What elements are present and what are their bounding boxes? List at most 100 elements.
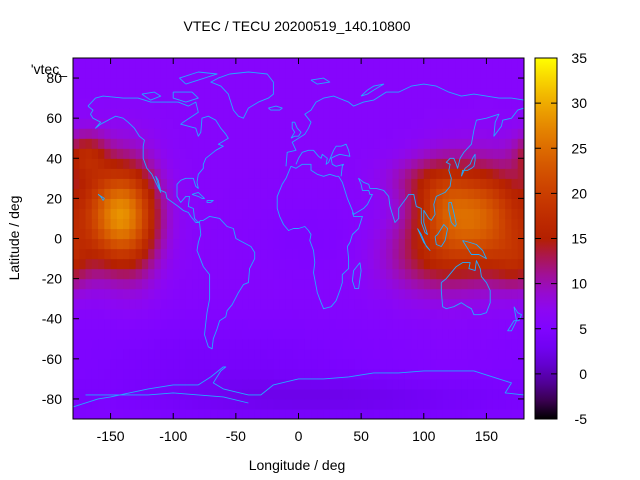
heatmap-cell [248, 398, 256, 410]
heatmap-cell [192, 158, 199, 169]
heatmap-cell [317, 408, 325, 419]
heatmap-cell [480, 238, 488, 250]
heatmap-cell [292, 58, 300, 69]
heatmap-cell [336, 358, 343, 370]
heatmap-cell [442, 158, 450, 169]
coastline [310, 77, 331, 85]
heatmap-cell [348, 408, 356, 419]
heatmap-cell [348, 318, 356, 330]
heatmap-cell [461, 258, 469, 270]
heatmap-cell [361, 398, 369, 410]
heatmap-cell [342, 208, 350, 220]
heatmap-cell [260, 148, 268, 159]
heatmap-cell [505, 168, 513, 179]
heatmap-cell [455, 108, 462, 119]
heatmap-cell [373, 228, 381, 240]
heatmap-cell [292, 278, 300, 290]
heatmap-cell [480, 248, 488, 260]
heatmap-cell [392, 228, 400, 240]
heatmap-cell [73, 138, 80, 149]
heatmap-cell [361, 258, 369, 270]
heatmap-cell [455, 408, 462, 419]
heatmap-cell [129, 78, 137, 89]
heatmap-cell [260, 398, 268, 410]
heatmap-cell [292, 68, 300, 79]
heatmap-cell [223, 378, 231, 390]
heatmap-cell [329, 238, 337, 250]
heatmap-cell [430, 188, 437, 199]
heatmap-cell [480, 88, 488, 99]
heatmap-cell [223, 268, 231, 280]
heatmap-cell [404, 298, 412, 310]
heatmap-cell [267, 98, 275, 109]
heatmap-cell [492, 198, 500, 210]
heatmap-cell [461, 58, 469, 69]
heatmap-cell [279, 298, 287, 310]
heatmap-cell [110, 398, 118, 410]
heatmap-cell [73, 178, 80, 189]
heatmap-cell [85, 228, 93, 240]
heatmap-cell [354, 248, 362, 260]
heatmap-cell [79, 78, 87, 89]
heatmap-cell [361, 138, 369, 149]
heatmap-cell [486, 248, 494, 260]
heatmap-cell [123, 398, 130, 410]
heatmap-cell [311, 88, 318, 99]
heatmap-cell [135, 88, 143, 99]
coastlines [73, 71, 524, 408]
heatmap-cell [166, 128, 174, 139]
heatmap-cell [85, 378, 93, 390]
heatmap-cell [285, 228, 293, 240]
x-tick-label: 50 [353, 428, 369, 444]
heatmap-cell [517, 78, 524, 89]
heatmap-cell [104, 268, 112, 280]
heatmap-cell [461, 298, 469, 310]
heatmap-cell [166, 258, 174, 270]
heatmap-cell [317, 108, 325, 119]
heatmap-cell [367, 308, 375, 320]
heatmap-cell [354, 348, 362, 360]
heatmap-cell [448, 98, 456, 109]
heatmap-cell [367, 248, 375, 260]
heatmap-cell [467, 218, 475, 230]
heatmap-cell [448, 128, 456, 139]
heatmap-cell [342, 258, 350, 270]
heatmap-cell [517, 148, 524, 159]
heatmap-cell [517, 278, 524, 290]
heatmap-cell [154, 398, 162, 410]
heatmap-cell [192, 378, 199, 390]
heatmap-cell [467, 298, 475, 310]
heatmap-cell [179, 298, 187, 310]
heatmap-cell [179, 388, 187, 400]
heatmap-cell [455, 138, 462, 149]
heatmap-cell [260, 408, 268, 419]
heatmap-cell [448, 148, 456, 159]
heatmap-cell [442, 388, 450, 400]
heatmap-cell [192, 208, 199, 220]
heatmap-cell [242, 178, 249, 189]
heatmap-cell [329, 178, 337, 189]
heatmap-cell [329, 248, 337, 260]
heatmap-cell [166, 368, 174, 380]
heatmap-cell [248, 148, 256, 159]
heatmap-cell [373, 298, 381, 310]
heatmap-cell [173, 348, 181, 360]
heatmap-cell [248, 408, 256, 419]
heatmap-cell [480, 298, 488, 310]
heatmap-cell [123, 298, 130, 310]
heatmap-cell [129, 138, 137, 149]
heatmap-cell [173, 158, 181, 169]
heatmap-cell [317, 238, 325, 250]
heatmap-cell [511, 58, 519, 69]
heatmap-cell [298, 98, 306, 109]
heatmap-cell [204, 328, 212, 340]
heatmap-cell [423, 198, 431, 210]
heatmap-cell [85, 88, 93, 99]
heatmap-cell [486, 358, 494, 370]
heatmap-cell [285, 398, 293, 410]
heatmap-cell [505, 108, 513, 119]
heatmap-cell [148, 148, 156, 159]
heatmap-cell [166, 308, 174, 320]
heatmap-cell [129, 208, 137, 220]
heatmap-cell [304, 258, 312, 270]
